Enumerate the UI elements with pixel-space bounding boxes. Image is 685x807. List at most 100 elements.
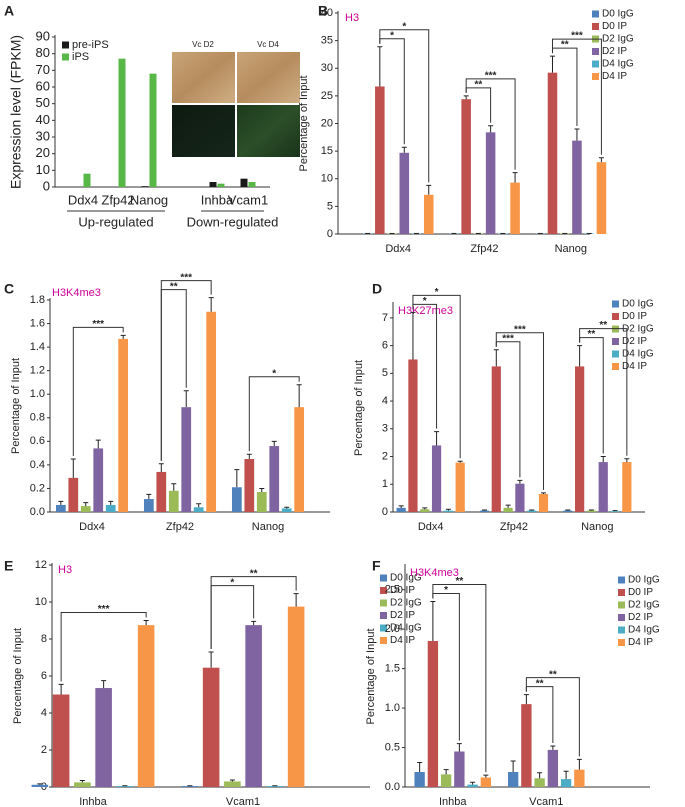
legend-label: pre-iPS — [72, 39, 109, 51]
error-bar — [70, 458, 76, 478]
x-tick-label: Inhba — [201, 192, 234, 207]
bar — [202, 667, 220, 787]
y-tick-label: 30 — [321, 62, 333, 74]
bar — [116, 786, 134, 787]
significance-label: * — [230, 577, 234, 588]
error-bar — [101, 680, 107, 689]
bar — [80, 506, 91, 512]
significance-label: * — [423, 296, 427, 307]
bar — [408, 359, 418, 512]
error-bar — [417, 762, 423, 773]
y-axis-label: Percentage of Input — [298, 75, 310, 171]
significance-label: ** — [170, 281, 178, 292]
bar — [427, 640, 439, 787]
bar — [440, 774, 452, 787]
bar — [149, 73, 157, 187]
y-axis-label: Percentage of Input — [12, 628, 24, 724]
bar — [420, 509, 430, 512]
error-bar — [95, 439, 101, 449]
significance-label: ** — [588, 329, 596, 340]
error-bar — [598, 157, 604, 163]
error-bar — [183, 390, 189, 408]
error-bar — [470, 781, 476, 785]
significance-bracket — [72, 326, 124, 456]
legend-swatch — [380, 612, 387, 619]
y-tick-label: 0 — [43, 178, 50, 193]
significance-label: ** — [549, 669, 557, 680]
significance-label: *** — [502, 333, 514, 344]
error-bar — [576, 758, 582, 770]
error-bar — [196, 503, 202, 508]
y-tick-label: 5 — [382, 367, 388, 379]
y-tick-label: 1 — [382, 478, 388, 490]
bar — [248, 182, 256, 187]
significance-bracket — [160, 280, 212, 461]
panel-title: H3K27me3 — [398, 305, 453, 317]
error-bar — [456, 743, 462, 752]
y-tick-label: 80 — [36, 45, 50, 60]
error-bar — [251, 620, 257, 626]
x-tick-label: Zfp42 — [101, 192, 134, 207]
significance-bracket — [525, 677, 580, 757]
legend-label: D0 IgG — [622, 299, 654, 310]
bar — [217, 183, 225, 187]
significance-label: * — [390, 30, 394, 41]
y-tick-label: 1.4 — [30, 341, 45, 353]
bar — [266, 786, 284, 787]
error-bar — [537, 772, 543, 779]
error-bar — [120, 334, 126, 339]
legend-swatch — [612, 300, 619, 308]
y-axis-label: Percentage of Input — [365, 628, 377, 724]
y-tick-label: 1.0 — [30, 388, 45, 400]
bar — [423, 194, 434, 234]
bar — [572, 140, 582, 234]
y-tick-label: 7 — [382, 312, 388, 324]
significance-label: ** — [455, 576, 463, 587]
bar — [141, 186, 149, 187]
error-bar — [208, 651, 214, 668]
x-tick-label: Nanog — [555, 243, 587, 255]
error-bar — [108, 500, 114, 505]
bar — [256, 491, 267, 512]
bar — [281, 508, 292, 512]
bar — [181, 786, 199, 787]
error-bar — [493, 349, 499, 367]
significance-bracket — [412, 294, 461, 459]
legend-label: D4 IgG — [628, 625, 660, 636]
significance-bracket — [579, 328, 628, 456]
legend-swatch — [380, 624, 387, 632]
legend-label: D4 IP — [602, 71, 627, 82]
bar — [491, 366, 501, 512]
bar — [503, 507, 513, 512]
legend-swatch — [380, 637, 387, 644]
y-tick-label: 20 — [36, 145, 50, 160]
legend-swatch — [592, 48, 599, 55]
error-bar — [284, 506, 290, 509]
bar — [231, 487, 242, 512]
legend-swatch — [380, 587, 387, 594]
y-tick-label: 0 — [382, 506, 388, 518]
legend-swatch — [592, 23, 599, 30]
bar — [396, 507, 406, 512]
y-tick-label: 35 — [321, 35, 333, 47]
bar — [521, 704, 532, 787]
y-tick-label: 10 — [321, 173, 333, 185]
error-bar — [229, 779, 235, 782]
bar — [431, 445, 442, 512]
panel-letter: A — [4, 3, 14, 19]
significance-bracket — [495, 332, 545, 490]
bar — [156, 471, 167, 512]
error-bar — [430, 601, 436, 641]
y-tick-label: 4 — [382, 395, 388, 407]
panel-letter: C — [4, 281, 14, 297]
x-tick-label: Ddx4 — [68, 192, 98, 207]
error-bar — [505, 504, 511, 508]
error-bar — [158, 463, 164, 472]
bar — [598, 462, 608, 512]
error-bar — [296, 384, 302, 408]
y-tick-label: 0.0 — [385, 781, 400, 793]
x-tick-label: Ddx4 — [79, 521, 105, 533]
image-tile — [237, 105, 300, 157]
panel-letter: D — [372, 281, 382, 297]
legend-swatch — [618, 589, 625, 596]
